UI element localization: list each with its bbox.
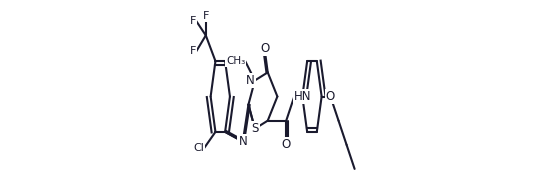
Text: Cl: Cl [193,143,204,153]
Text: CH₃: CH₃ [226,56,245,66]
Text: O: O [282,138,291,151]
Text: O: O [326,90,335,103]
Text: F: F [190,46,196,56]
Text: N: N [246,74,255,87]
Text: F: F [203,11,209,21]
Text: HN: HN [294,90,312,103]
Text: O: O [260,42,269,55]
Text: S: S [251,122,258,135]
Text: F: F [190,16,196,26]
Text: N: N [238,135,247,148]
